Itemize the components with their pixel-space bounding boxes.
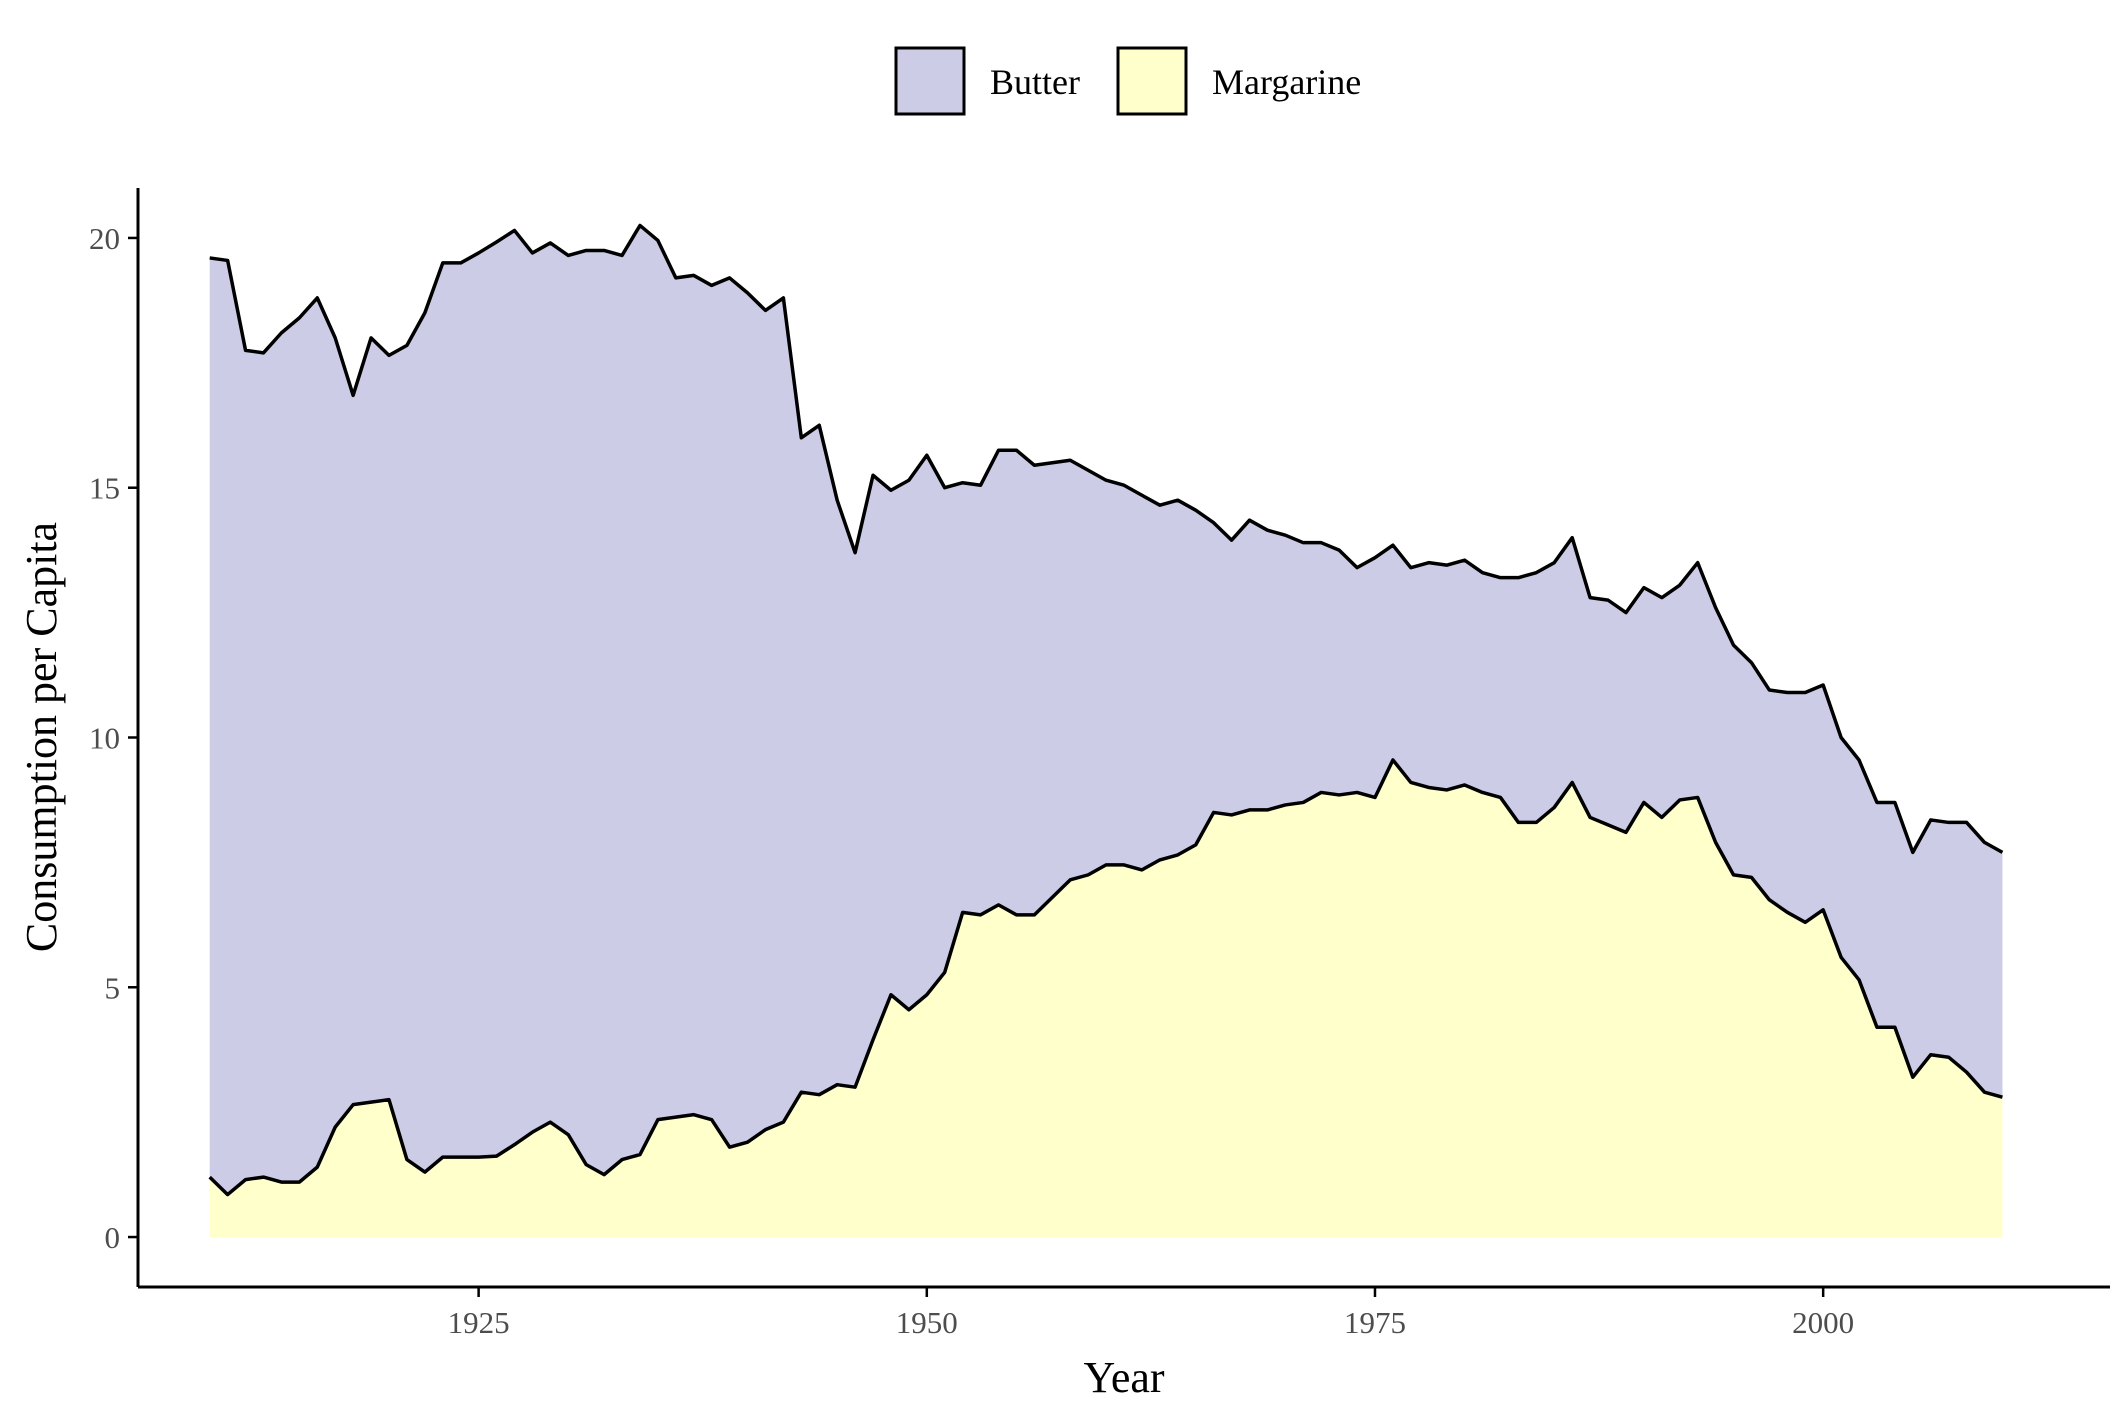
- legend-label-butter: Butter: [990, 62, 1080, 102]
- x-axis-title: Year: [1083, 1353, 1164, 1402]
- butter-area: [209, 225, 2003, 1195]
- y-axis-title: Consumption per Capita: [17, 522, 66, 952]
- x-tick-label: 1950: [896, 1305, 958, 1340]
- butter-outline: [209, 223, 2004, 855]
- y-tick-label: 15: [89, 471, 120, 506]
- y-tick-label: 0: [105, 1220, 121, 1255]
- legend: Butter Margarine: [894, 46, 1361, 116]
- x-tick-label: 1975: [1344, 1305, 1406, 1340]
- legend-key-butter: [894, 46, 966, 116]
- margarine-area: [209, 759, 2003, 1238]
- x-tick-label: 2000: [1792, 1305, 1854, 1340]
- y-tick-label: 10: [89, 721, 120, 756]
- legend-key-margarine: [1116, 46, 1188, 116]
- margarine-outline: [208, 758, 2003, 1197]
- ticks: 1925 1950 1975 2000 0 5 10 15 20: [89, 221, 1854, 1340]
- legend-label-margarine: Margarine: [1212, 62, 1361, 102]
- y-tick-label: 20: [89, 221, 120, 256]
- y-tick-label: 5: [105, 970, 121, 1005]
- plot-areas: [208, 223, 2004, 1238]
- x-tick-label: 1925: [448, 1305, 510, 1340]
